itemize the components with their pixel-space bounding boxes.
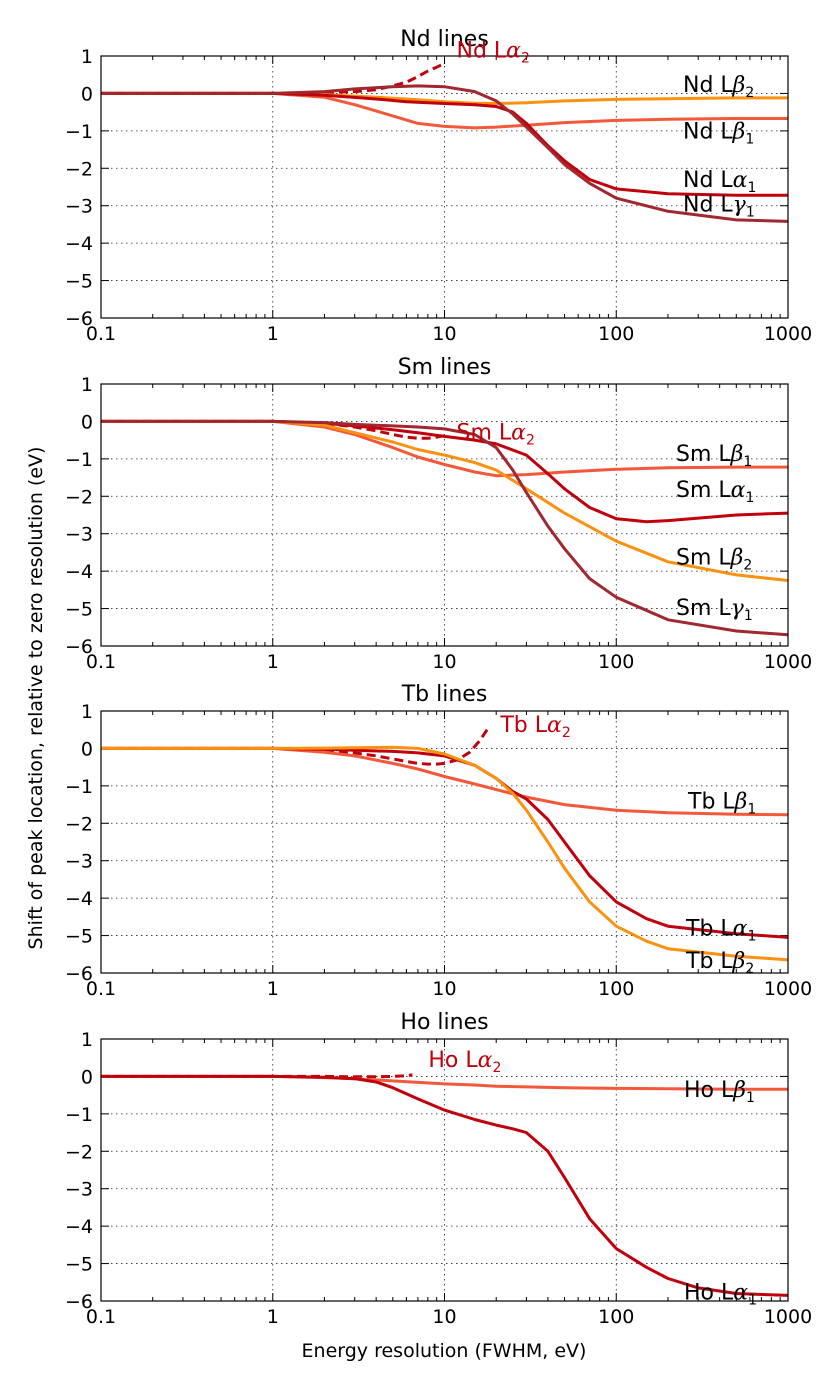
series-label: Sm Lγ1	[676, 596, 753, 624]
series-label: Nd Lα1	[683, 168, 756, 196]
x-tick-label: 1000	[764, 1306, 812, 1328]
y-tick-label: −2	[65, 158, 93, 180]
series-label: Tb Lβ2	[685, 949, 754, 977]
x-tick-label: 0.1	[86, 651, 116, 673]
series-label: Sm Lα2	[457, 421, 535, 449]
x-tick-label: 100	[598, 978, 634, 1000]
x-tick-label: 1	[267, 1306, 279, 1328]
x-tick-label: 100	[598, 1306, 634, 1328]
y-tick-label: 0	[81, 411, 93, 433]
x-tick-label: 1000	[764, 323, 812, 345]
y-tick-label: −5	[65, 271, 93, 293]
y-tick-label: −4	[65, 888, 93, 910]
series-label: Sm Lα1	[676, 478, 754, 506]
x-tick-label: 0.1	[86, 1306, 116, 1328]
series-label: Nd Lβ1	[683, 120, 754, 148]
y-axis-label: Shift of peak location, relative to zero…	[25, 447, 47, 950]
y-tick-label: −3	[65, 196, 93, 218]
y-tick-label: −4	[65, 561, 93, 583]
y-tick-label: −5	[65, 926, 93, 948]
panel-title: Sm lines	[398, 355, 492, 380]
y-tick-label: 0	[81, 1066, 93, 1088]
series-lb1	[101, 91, 788, 130]
y-tick-label: −6	[65, 308, 93, 330]
series-la2	[101, 62, 446, 95]
panel-title: Tb lines	[401, 682, 488, 707]
series-label: Sm Lβ1	[676, 442, 752, 470]
y-tick-label: −1	[65, 1104, 93, 1126]
series-lg1	[101, 419, 788, 637]
y-tick-label: −6	[65, 636, 93, 658]
series-la1	[101, 419, 788, 524]
series-label: Tb Lα1	[685, 916, 756, 944]
plot-frame	[100, 55, 789, 319]
x-tick-label: 1	[267, 978, 279, 1000]
y-tick-label: 1	[81, 701, 93, 723]
series-label: Nd Lγ1	[683, 192, 755, 220]
x-tick-label: 1	[267, 323, 279, 345]
x-tick-label: 0.1	[86, 323, 116, 345]
x-tick-label: 10	[432, 978, 456, 1000]
plot-frame	[100, 710, 789, 974]
y-tick-label: −2	[65, 813, 93, 835]
x-tick-label: 1	[267, 651, 279, 673]
series-label: Nd Lβ2	[683, 73, 754, 101]
y-tick-label: −6	[65, 963, 93, 985]
series-label: Ho Lα2	[428, 1048, 501, 1076]
plot-frame	[100, 383, 789, 647]
series-label: Tb Lβ1	[687, 790, 756, 818]
series-lb1	[101, 746, 788, 817]
series-lb2	[101, 419, 788, 582]
y-tick-label: 1	[81, 1029, 93, 1051]
panel-title: Nd lines	[400, 27, 489, 52]
y-tick-label: 1	[81, 46, 93, 68]
y-tick-label: −5	[65, 599, 93, 621]
series-label: Nd Lα2	[457, 38, 530, 66]
y-tick-label: −3	[65, 851, 93, 873]
series-lb1	[101, 419, 788, 478]
x-tick-label: 100	[598, 651, 634, 673]
x-tick-label: 100	[598, 323, 634, 345]
x-tick-label: 10	[432, 323, 456, 345]
y-tick-label: −5	[65, 1254, 93, 1276]
series-label: Ho Lβ1	[684, 1078, 755, 1106]
x-tick-label: 1000	[764, 651, 812, 673]
series-lb2	[101, 745, 788, 962]
panel-title: Ho lines	[400, 1010, 488, 1035]
series-label: Ho Lα1	[684, 1280, 757, 1308]
y-tick-label: 0	[81, 83, 93, 105]
y-tick-label: −2	[65, 486, 93, 508]
series-la2	[101, 726, 490, 766]
y-tick-label: −4	[65, 1216, 93, 1238]
x-tick-label: 10	[432, 1306, 456, 1328]
y-tick-label: −2	[65, 1141, 93, 1163]
series-lg1	[101, 84, 788, 223]
y-tick-label: −4	[65, 233, 93, 255]
y-tick-label: 0	[81, 738, 93, 760]
series-label: Sm Lβ2	[676, 546, 752, 574]
y-tick-label: −6	[65, 1291, 93, 1313]
x-axis-label: Energy resolution (FWHM, eV)	[302, 1340, 587, 1362]
series-la1	[101, 1074, 788, 1297]
x-tick-label: 1000	[764, 978, 812, 1000]
plot-frame	[100, 1038, 789, 1302]
x-tick-label: 0.1	[86, 978, 116, 1000]
y-tick-label: −1	[65, 121, 93, 143]
series-label: Tb Lα2	[499, 713, 570, 741]
y-tick-label: 1	[81, 374, 93, 396]
y-tick-label: −1	[65, 449, 93, 471]
y-tick-label: −3	[65, 1179, 93, 1201]
x-tick-label: 10	[432, 651, 456, 673]
y-tick-label: −1	[65, 776, 93, 798]
y-tick-label: −3	[65, 524, 93, 546]
